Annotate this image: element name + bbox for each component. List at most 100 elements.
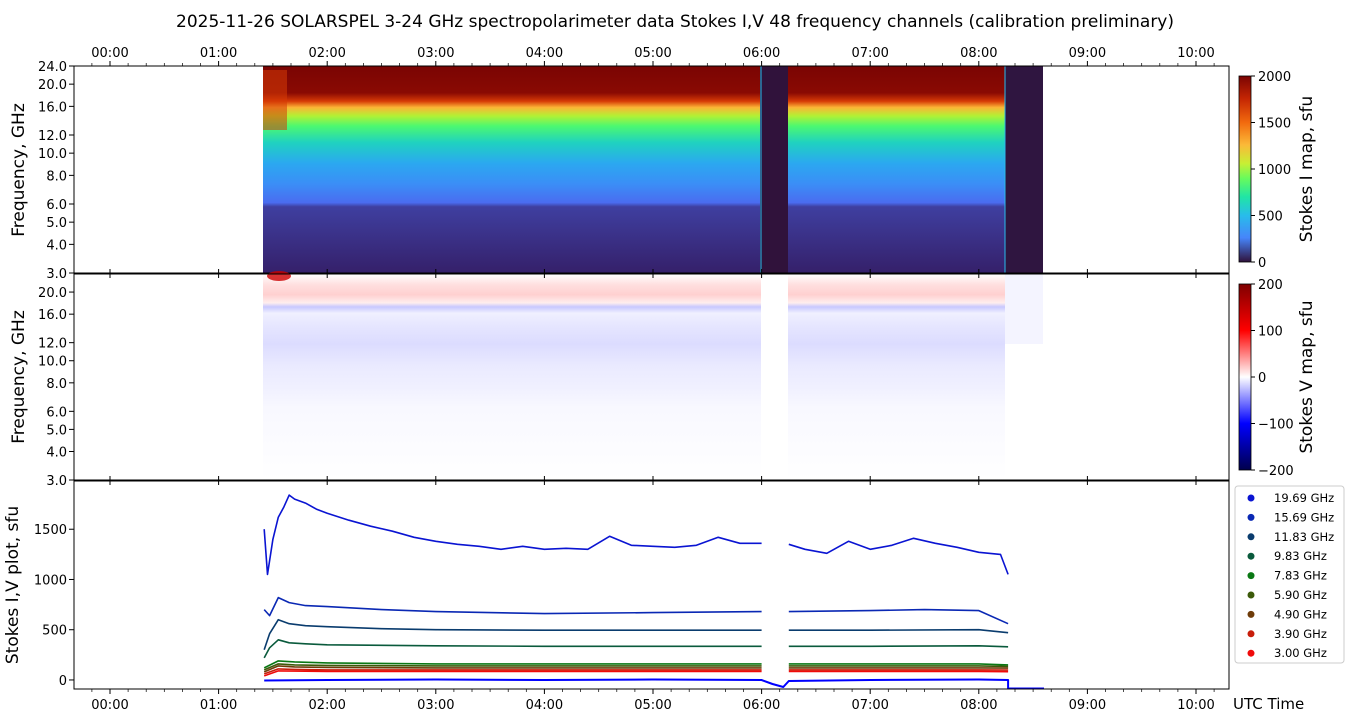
top-time-tick-label: 06:00	[743, 46, 780, 61]
series-line	[263, 670, 762, 677]
freq-tick-label: 4.0	[46, 238, 67, 253]
colorbar-tick-label: 0	[1258, 371, 1266, 386]
series-line	[264, 678, 1044, 690]
top-time-tick-label: 10:00	[1177, 46, 1214, 61]
stokes-i-panel: Frequency, GHz 3.0 4.0 5.0 6.0 8.0 10.0 12.0 16…	[9, 60, 1230, 282]
legend-marker	[1247, 533, 1255, 541]
stokes-v-panel: Frequency, GHz 3.0 4.0 5.0 6.0 8.0 10.0 12.0 16…	[9, 271, 1230, 489]
stokes-i-burst	[263, 70, 287, 130]
colorbar-tick-label: 0	[1258, 256, 1266, 271]
stokes-i-gap-1	[760, 66, 788, 273]
top-time-tick-label: 05:00	[634, 46, 671, 61]
stokes-i-yticks: 3.0 4.0 5.0 6.0 8.0 10.0 12.0 16.0 20.0 24.0	[38, 60, 74, 282]
legend-marker	[1247, 630, 1255, 638]
stokes-v-yticks: 3.0 4.0 5.0 6.0 8.0 10.0 12.0 16.0 20.0	[38, 286, 74, 489]
stokes-v-tail	[1005, 274, 1043, 344]
freq-tick-label: 6.0	[46, 405, 67, 420]
legend-label: 5.90 GHz	[1274, 588, 1327, 602]
legend-marker	[1247, 552, 1255, 560]
bottom-time-tick-label: 09:00	[1069, 698, 1106, 713]
bottom-time-tick-label: 08:00	[960, 698, 997, 713]
legend-marker	[1247, 610, 1255, 618]
bottom-time-tick-label: 03:00	[417, 698, 454, 713]
freq-tick-label: 10.0	[38, 355, 67, 370]
colorbar-tick-label: 500	[1258, 210, 1283, 225]
minor-time-ticks	[91, 61, 1215, 694]
freq-tick-label: 4.0	[46, 446, 67, 461]
series-line	[788, 608, 1009, 625]
legend-marker	[1247, 572, 1255, 580]
freq-tick-label: 10.0	[38, 147, 67, 162]
stokes-i-frame	[73, 65, 1230, 274]
top-time-tick-label: 03:00	[417, 46, 454, 61]
legend-marker	[1247, 649, 1255, 657]
stokes-v-gap	[761, 274, 788, 480]
series-line	[788, 663, 1009, 666]
series-line	[788, 628, 1009, 634]
colorbar-tick-label: 100	[1258, 325, 1283, 340]
legend-label: 7.83 GHz	[1274, 569, 1327, 583]
freq-tick-label: 16.0	[38, 308, 67, 323]
series-line	[263, 639, 762, 659]
colorbar-tick-label: −100	[1258, 418, 1294, 433]
stokes-i-ylabel: Frequency, GHz	[9, 103, 29, 237]
series-line	[263, 668, 762, 675]
stokes-line-tick-label: 0	[59, 674, 67, 689]
freq-tick-label: 5.0	[46, 216, 67, 231]
top-time-tick-label: 04:00	[526, 46, 563, 61]
stokes-line-yticks: 0 500 1000 1500	[34, 523, 74, 689]
series-line	[263, 618, 762, 651]
legend-label: 19.69 GHz	[1274, 491, 1334, 505]
top-time-tick-label: 01:00	[200, 46, 237, 61]
stokes-line-tick-label: 1500	[34, 523, 67, 538]
legend-label: 3.00 GHz	[1274, 646, 1327, 660]
bottom-time-tick-label: 01:00	[200, 698, 237, 713]
legend-marker	[1247, 494, 1255, 502]
stokes-line-ylabel: Stokes I,V plot, sfu	[3, 506, 23, 664]
top-time-tick-label: 09:00	[1069, 46, 1106, 61]
freq-tick-label: 12.0	[38, 337, 67, 352]
series-line	[263, 660, 762, 669]
series-line	[788, 537, 1009, 575]
series-line	[263, 494, 762, 576]
colorbar-tick-label: −200	[1258, 464, 1294, 479]
stokes-i-spectrogram	[263, 66, 1005, 273]
freq-tick-label: 8.0	[46, 377, 67, 392]
bottom-time-tick-label: 04:00	[526, 698, 563, 713]
series-line	[788, 645, 1009, 648]
stokes-v-colorbar-label: Stokes V map, sfu	[1297, 300, 1317, 453]
freq-tick-label: 6.0	[46, 198, 67, 213]
freq-tick-label: 20.0	[38, 286, 67, 301]
legend-label: 3.90 GHz	[1274, 627, 1327, 641]
colorbar-tick-label: 1500	[1258, 117, 1291, 132]
bottom-time-tick-label: 10:00	[1177, 698, 1214, 713]
legend-marker	[1247, 513, 1255, 521]
freq-tick-label: 24.0	[38, 60, 67, 75]
stokes-line-tick-label: 500	[42, 624, 67, 639]
stokes-i-gap-2	[1005, 66, 1043, 273]
legend-label: 4.90 GHz	[1274, 607, 1327, 621]
colorbar-tick-label: 1000	[1258, 163, 1291, 178]
series-line	[788, 665, 1009, 668]
stokes-v-ylabel: Frequency, GHz	[9, 310, 29, 444]
colorbar-tick-label: 200	[1258, 278, 1283, 293]
bottom-time-tick-label: 07:00	[851, 698, 888, 713]
series-line	[263, 596, 762, 617]
freq-tick-label: 20.0	[38, 78, 67, 93]
stokes-i-colorbar: 2000 1500 1000 500 0 Stokes I map, sfu	[1238, 70, 1317, 271]
stokes-v-spectrogram	[263, 274, 1005, 480]
top-time-tick-label: 08:00	[960, 46, 997, 61]
stokes-line-panel: Stokes I,V plot, sfu 0 500 1000 1500	[3, 480, 1230, 690]
stokes-v-colorbar: 200 100 0 −100 −200 Stokes V map, sfu	[1238, 278, 1317, 479]
stokes-line-series	[263, 494, 1044, 690]
freq-tick-label: 3.0	[46, 474, 67, 489]
freq-tick-label: 12.0	[38, 129, 67, 144]
figure-title: 2025-11-26 SOLARSPEL 3-24 GHz spectropol…	[176, 12, 1174, 32]
legend-label: 15.69 GHz	[1274, 510, 1334, 524]
stokes-line-tick-label: 1000	[34, 573, 67, 588]
freq-tick-label: 16.0	[38, 100, 67, 115]
bottom-time-tick-label: 00:00	[91, 698, 128, 713]
frequency-legend: 19.69 GHz 15.69 GHz 11.83 GHz 9.83 GHz 7.83 …	[1234, 485, 1345, 664]
legend-marker	[1247, 591, 1255, 599]
